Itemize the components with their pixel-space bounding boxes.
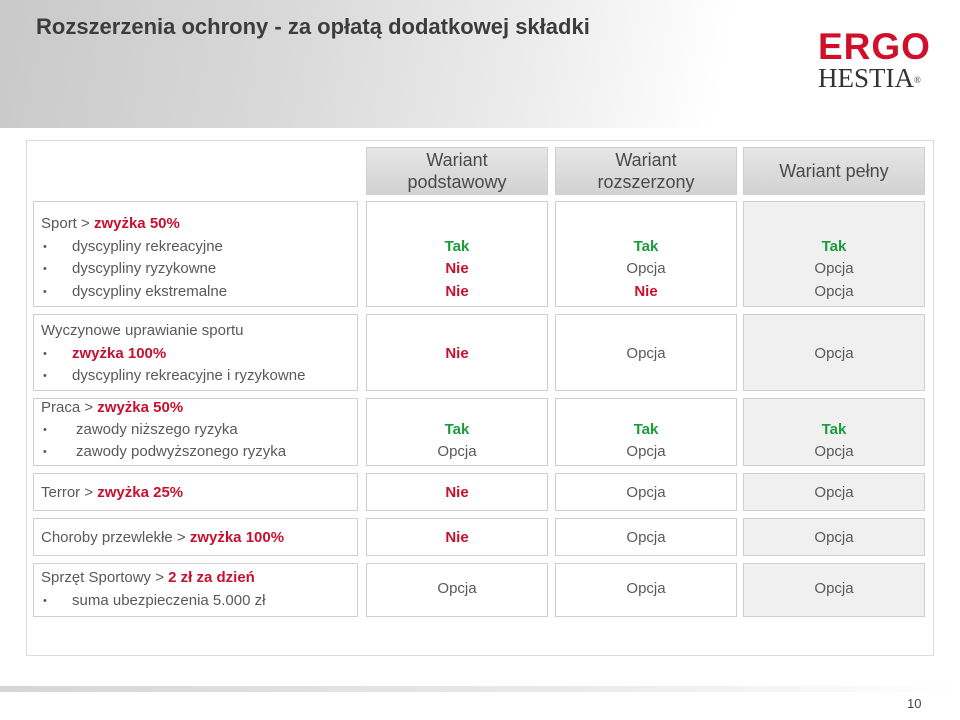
row-wyczynowe-label-cell	[33, 314, 358, 391]
page-title: Rozszerzenia ochrony - za opłatą dodatko…	[36, 14, 590, 39]
row-terror-basic-cell	[366, 473, 548, 511]
value-cell: Tak	[821, 238, 847, 255]
value-cell: Tak	[444, 421, 470, 438]
value-cell: Opcja	[814, 260, 854, 277]
value-cell: Opcja	[437, 443, 477, 460]
row-praca-full-cell	[743, 398, 925, 466]
column-header-extended-line2: rozszerzony	[597, 172, 695, 192]
row-terror-extended-cell	[555, 473, 737, 511]
value-cell: Nie	[445, 260, 469, 277]
value-cell: Opcja	[814, 529, 854, 546]
row-terror-full-cell	[743, 473, 925, 511]
value-cell: Nie	[445, 345, 469, 362]
row-wyczynowe-item: dyscypliny rekreacyjne i ryzykowne	[72, 367, 306, 384]
row-wyczynowe-extended-cell	[555, 314, 737, 391]
row-sport-heading: Sport > zwyżka 50%	[41, 215, 180, 232]
bullet: •	[43, 595, 47, 607]
slide-header	[0, 0, 960, 128]
row-terror-label-cell	[33, 473, 358, 511]
row-sport-label-cell	[33, 201, 358, 307]
column-header-basic: Wariant podstawowy	[366, 147, 548, 195]
value-cell: Opcja	[814, 580, 854, 597]
bullet: •	[43, 370, 47, 382]
row-sport-full-cell	[743, 201, 925, 307]
column-header-basic-line1: Wariant	[426, 150, 488, 170]
value-cell: Tak	[633, 421, 659, 438]
row-sprzet-heading: Sprzęt Sportowy > 2 zł za dzień	[41, 569, 255, 586]
column-header-extended: Wariant rozszerzony	[555, 147, 737, 195]
bullet: •	[43, 446, 47, 458]
value-cell: Nie	[634, 283, 658, 300]
value-cell: Nie	[445, 283, 469, 300]
row-praca-item: zawody podwyższonego ryzyka	[76, 443, 287, 460]
value-cell: Opcja	[814, 345, 854, 362]
row-wyczynowe-full-cell	[743, 314, 925, 391]
row-praca-heading: Praca > zwyżka 50%	[41, 399, 184, 416]
row-choroby-label-cell	[33, 518, 358, 556]
value-cell: Opcja	[437, 580, 477, 597]
row-sprzet-extended-cell	[555, 563, 737, 617]
row-praca-extended-cell	[555, 398, 737, 466]
value-cell: Opcja	[626, 484, 666, 501]
value-cell: Opcja	[814, 283, 854, 300]
row-choroby-basic-cell	[366, 518, 548, 556]
row-praca-label-cell	[33, 398, 358, 466]
row-sport-item: dyscypliny ryzykowne	[72, 260, 217, 277]
row-sport-extended-cell	[555, 201, 737, 307]
row-terror-heading: Terror > zwyżka 25%	[41, 484, 184, 501]
bullet: •	[43, 241, 47, 253]
logo-ergo-text: ERGO	[818, 26, 931, 67]
bullet: •	[43, 348, 47, 360]
logo-hestia-text: HESTIA®	[818, 63, 921, 93]
row-sport-basic-cell	[366, 201, 548, 307]
page-number: 10	[907, 696, 922, 711]
value-cell: Tak	[821, 421, 847, 438]
bullet: •	[43, 263, 47, 275]
value-cell: Opcja	[626, 443, 666, 460]
ergo-hestia-logo: ERGO HESTIA®	[818, 26, 932, 93]
value-cell: Opcja	[626, 260, 666, 277]
bullet: •	[43, 424, 47, 436]
row-sprzet-label-cell	[33, 563, 358, 617]
footer-divider	[0, 686, 960, 692]
value-cell: Opcja	[814, 484, 854, 501]
row-wyczynowe-basic-cell	[366, 314, 548, 391]
row-wyczynowe-heading: Wyczynowe uprawianie sportu	[41, 322, 244, 339]
value-cell: Opcja	[814, 443, 854, 460]
value-cell: Opcja	[626, 529, 666, 546]
row-choroby-full-cell	[743, 518, 925, 556]
row-sport-item: dyscypliny rekreacyjne	[72, 238, 223, 255]
row-praca-basic-cell	[366, 398, 548, 466]
row-choroby-heading: Choroby przewlekłe > zwyżka 100%	[41, 529, 285, 546]
value-cell: Tak	[633, 238, 659, 255]
value-cell: Tak	[444, 238, 470, 255]
value-cell: Nie	[445, 529, 469, 546]
value-cell: Opcja	[626, 345, 666, 362]
column-header-full: Wariant pełny	[743, 147, 925, 195]
column-header-basic-line2: podstawowy	[407, 172, 507, 192]
row-sprzet-basic-cell	[366, 563, 548, 617]
value-cell: Opcja	[626, 580, 666, 597]
row-sport-item: dyscypliny ekstremalne	[72, 283, 228, 300]
column-header-extended-line1: Wariant	[615, 150, 677, 170]
row-sprzet-item: suma ubezpieczenia 5.000 zł	[72, 592, 266, 609]
column-header-full-label: Wariant pełny	[779, 161, 889, 181]
bullet: •	[43, 286, 47, 298]
row-praca-item: zawody niższego ryzyka	[76, 421, 238, 438]
value-cell: Nie	[445, 484, 469, 501]
row-choroby-extended-cell	[555, 518, 737, 556]
row-wyczynowe-item: zwyżka 100%	[72, 345, 167, 362]
row-sprzet-full-cell	[743, 563, 925, 617]
